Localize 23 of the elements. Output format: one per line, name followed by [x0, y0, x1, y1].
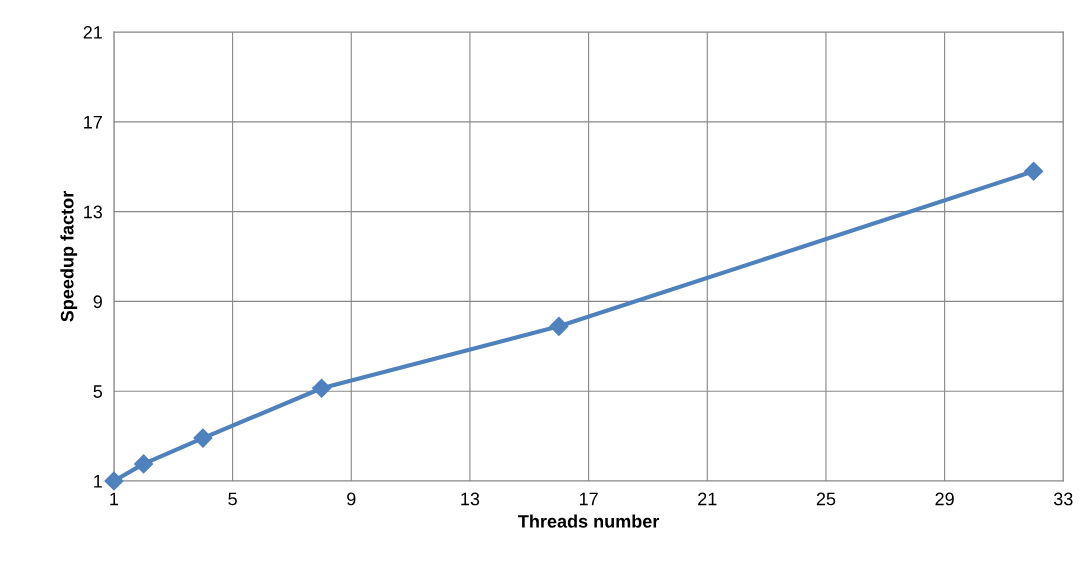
- y-tick-label: 1: [94, 475, 102, 488]
- y-tick-label: 9: [93, 295, 102, 309]
- x-tick-label: 25: [816, 492, 836, 506]
- point: [134, 454, 154, 474]
- x-tick-label: 21: [698, 492, 717, 506]
- y-tick-label: 13: [84, 205, 103, 219]
- point: [312, 378, 332, 398]
- y-tick-label: 21: [83, 26, 102, 39]
- point: [104, 471, 124, 491]
- point: [549, 316, 569, 336]
- x-tick-label: 29: [935, 492, 954, 506]
- x-tick-label: 1: [110, 492, 119, 506]
- x-tick-label: 5: [228, 492, 237, 506]
- y-tick-label: 5: [93, 385, 103, 398]
- x-tick-label: 33: [1053, 492, 1073, 506]
- y-axis-title: Speedup factor: [60, 191, 78, 322]
- x-tick-label: 9: [347, 492, 356, 506]
- point: [1024, 161, 1044, 181]
- x-tick-label: 17: [579, 492, 598, 506]
- point: [193, 428, 213, 448]
- x-axis-title: Threads number: [518, 514, 660, 528]
- x-tick-label: 13: [461, 492, 480, 506]
- y-tick-label: 17: [84, 115, 102, 129]
